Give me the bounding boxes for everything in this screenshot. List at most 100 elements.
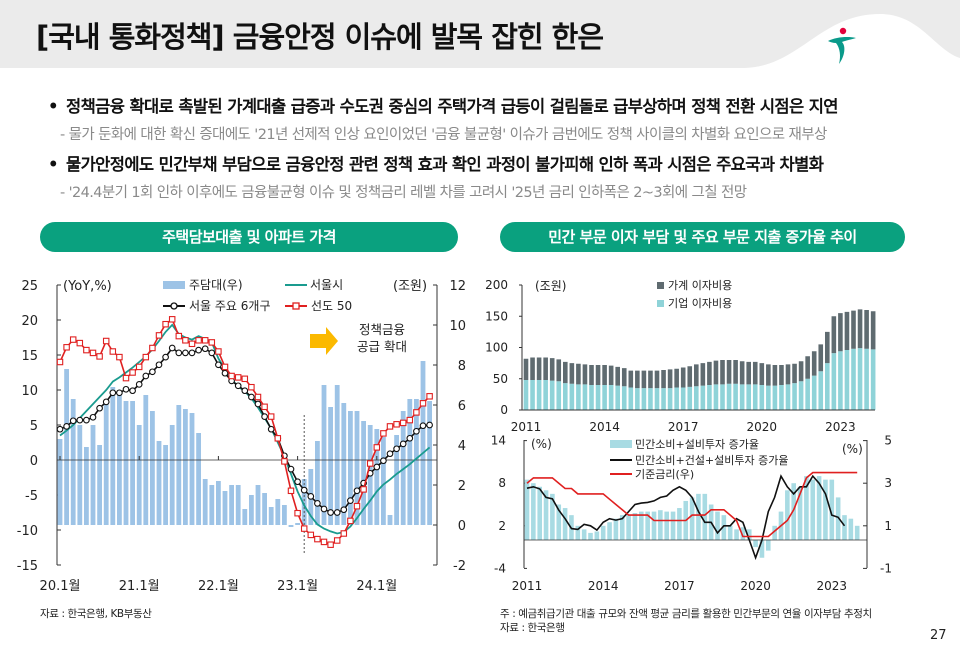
household-interest-bar xyxy=(713,360,719,385)
leading50-marker xyxy=(142,353,150,361)
leading50-marker xyxy=(129,369,136,376)
mortgage-bar xyxy=(414,399,419,525)
consumption-growth-bar xyxy=(734,529,739,540)
leading50-marker xyxy=(380,430,387,437)
leading50-marker xyxy=(347,517,354,525)
seoul6-marker xyxy=(300,486,308,494)
seoul6-marker xyxy=(380,457,387,465)
household-interest-bar xyxy=(589,365,594,385)
mortgage-bar xyxy=(235,485,241,525)
leading50-marker xyxy=(426,393,433,400)
left-axis-tick-label: 8 xyxy=(498,476,506,490)
left-axis-tick-label: 25 xyxy=(21,279,38,294)
mortgage-bar xyxy=(249,495,254,525)
household-interest-bar xyxy=(569,363,575,384)
seoul6-marker xyxy=(353,487,361,495)
seoul6-marker xyxy=(320,505,328,513)
corporate-interest-bar xyxy=(621,386,627,410)
leading50-marker xyxy=(162,320,169,328)
household-interest-bar xyxy=(543,357,548,380)
mortgage-bar xyxy=(103,401,109,525)
leading50-marker xyxy=(228,372,235,380)
seoul6-marker xyxy=(267,425,275,433)
left-axis-tick-label: -10 xyxy=(17,524,38,539)
leading50-marker xyxy=(254,393,262,401)
mortgage-bar xyxy=(196,433,201,525)
mortgage-bar xyxy=(288,525,294,527)
household-interest-bar xyxy=(785,364,791,385)
right-axis-tick-label: 0 xyxy=(458,519,466,534)
x-axis-tick-label: 2017 xyxy=(668,420,699,434)
consumption-growth-bar xyxy=(791,483,796,540)
consumption-growth-bar xyxy=(759,540,765,558)
page-title: [국내 통화정책] 금융안정 이슈에 발목 잡힌 한은 xyxy=(36,20,604,54)
seoul6-marker xyxy=(116,389,123,397)
consumption-growth-bar xyxy=(696,493,701,540)
household-interest-bar xyxy=(759,363,765,385)
corporate-interest-bar xyxy=(641,388,647,410)
leading50-marker xyxy=(83,346,90,354)
seoul6-marker xyxy=(89,413,97,421)
seoul6-marker xyxy=(413,427,420,435)
right-axis-tick-label: 3 xyxy=(884,476,892,490)
leading50-marker xyxy=(109,348,117,355)
mortgage-bar xyxy=(381,437,386,525)
mortgage-bar xyxy=(136,425,142,525)
household-interest-bar xyxy=(602,365,607,385)
page-number: 27 xyxy=(930,628,947,643)
seoul6-marker xyxy=(168,344,176,352)
leading50-marker xyxy=(89,349,97,357)
seoul6-marker xyxy=(149,368,156,376)
leading50-marker xyxy=(300,525,308,532)
corporate-interest-bar xyxy=(667,388,673,410)
leading50-marker xyxy=(294,509,301,517)
household-interest-bar xyxy=(549,358,555,381)
right-note: 주 : 예금취급기관 대출 규모와 잔액 평균 금리를 활용한 민간부문의 연율… xyxy=(500,608,872,620)
right-axis-tick-label: 12 xyxy=(449,279,466,294)
seoul6-marker xyxy=(333,509,341,516)
leading50-marker xyxy=(201,337,209,344)
leading50-marker xyxy=(234,374,242,381)
consumption-growth-bar xyxy=(619,515,625,540)
seoul6-marker xyxy=(234,382,242,390)
y-axis-tick-label: 0 xyxy=(500,403,508,417)
corporate-interest-bar xyxy=(838,351,843,410)
left-axis-tick-label: -15 xyxy=(17,559,38,574)
seoul-line xyxy=(59,323,431,535)
leading50-marker xyxy=(96,353,103,360)
household-interest-bar xyxy=(687,366,693,387)
seoul6-marker xyxy=(63,423,70,430)
corporate-interest-bar xyxy=(556,381,562,410)
corporate-interest-bar xyxy=(792,383,797,410)
mortgage-bar xyxy=(189,413,195,525)
household-interest-bar xyxy=(798,361,804,382)
mortgage-bar xyxy=(341,403,347,525)
consumption-growth-bar xyxy=(645,511,650,540)
mortgage-bar xyxy=(407,399,413,525)
mortgage-bar xyxy=(301,479,307,525)
legend-label-mortgage: 주담대(우) xyxy=(189,278,243,292)
leading50-marker xyxy=(248,383,255,391)
consumption-growth-bar xyxy=(816,476,822,540)
consumption-growth-bar xyxy=(785,490,790,540)
leading50-marker xyxy=(195,337,202,344)
household-interest-bar xyxy=(674,368,679,388)
household-interest-bar xyxy=(648,370,653,389)
legend-marker-leading50 xyxy=(292,302,300,310)
corporate-interest-bar xyxy=(680,387,686,410)
annotation-line-2: 공급 확대 xyxy=(357,339,407,354)
consumption-growth-bar xyxy=(537,486,542,540)
household-interest-bar xyxy=(621,368,627,387)
household-interest-bar xyxy=(831,316,837,354)
x-axis-tick-label: 2011 xyxy=(512,579,543,593)
corporate-interest-bar xyxy=(654,388,660,410)
x-axis-tick-label: 2017 xyxy=(664,579,695,593)
seoul6-marker xyxy=(373,463,381,471)
corporate-interest-bar xyxy=(536,380,542,410)
seoul6-marker xyxy=(102,398,110,406)
leading50-marker xyxy=(399,419,407,427)
corporate-interest-bar xyxy=(864,348,869,410)
mortgage-bar xyxy=(354,411,360,525)
left-axis-tick-label: 2 xyxy=(498,519,506,533)
mortgage-bar xyxy=(348,411,353,525)
